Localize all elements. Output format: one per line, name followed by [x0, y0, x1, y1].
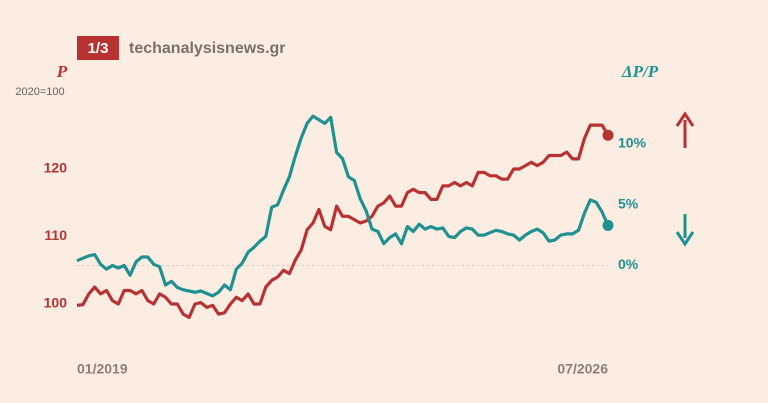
x-tick-label: 01/2019 [77, 361, 128, 377]
down-arrow [675, 214, 695, 247]
end-dot [602, 129, 614, 141]
y2-axis-label: ΔP/P [621, 62, 659, 81]
y-tick-label: 110 [44, 227, 67, 243]
y2-tick-label: 10% [618, 135, 647, 151]
y-tick-label: 120 [44, 160, 68, 176]
site: techanalysisnews.gr [129, 40, 286, 57]
y-axis-note: 2020=100 [15, 86, 64, 98]
x-tick-label: 07/2026 [557, 361, 608, 377]
y-axis-label: P [56, 62, 68, 81]
badge: 1/3 [88, 40, 109, 57]
up-arrow [675, 111, 695, 148]
y-tick-label: 100 [44, 295, 68, 311]
y2-tick-label: 0% [618, 256, 639, 272]
end-dot [602, 219, 614, 231]
y2-tick-label: 5% [618, 195, 639, 211]
series-line [76, 123, 610, 320]
badge-box [77, 36, 119, 60]
series-line [76, 114, 610, 298]
